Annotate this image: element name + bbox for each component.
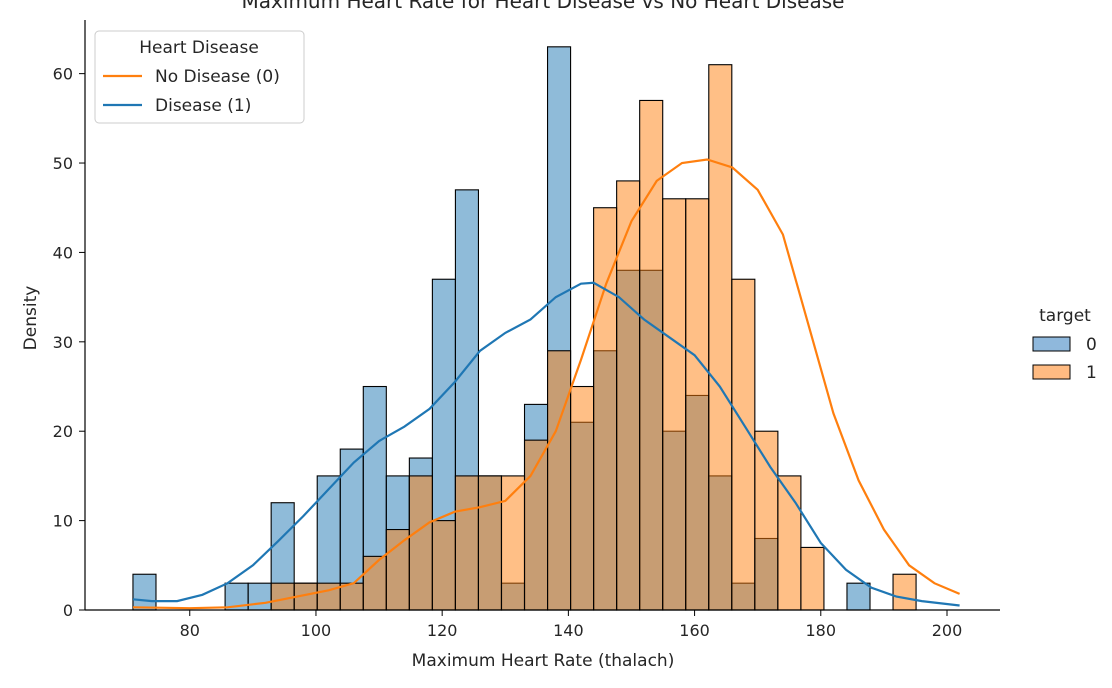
bar-1-11 <box>385 528 410 611</box>
legend-frame <box>94 30 305 124</box>
legend-title: target <box>1039 306 1091 326</box>
bar-1-14 <box>454 475 479 611</box>
x-tick-label: 200 <box>932 621 963 640</box>
y-tick-label: 40 <box>53 243 73 262</box>
kde-line-1 <box>132 281 960 607</box>
bar-1-6 <box>270 582 295 611</box>
x-tick-label: 160 <box>679 621 710 640</box>
bar-1-18 <box>546 350 572 611</box>
bar-1-27 <box>754 430 779 611</box>
y-tick-label: 60 <box>53 65 73 84</box>
bar-0-5 <box>247 582 272 611</box>
legend-entry-label: Disease (1) <box>155 96 251 116</box>
x-tick-label: 80 <box>180 621 200 640</box>
plot-area <box>132 46 961 611</box>
kde-line-0 <box>132 158 961 610</box>
legend-box-swatch <box>1032 364 1071 380</box>
legend-title: Heart Disease <box>139 38 259 58</box>
bar-1-28 <box>777 475 802 611</box>
legend-entry-label: No Disease (0) <box>155 67 280 87</box>
y-tick-label: 20 <box>53 422 73 441</box>
bar-1-21 <box>616 180 641 611</box>
bar-1-15 <box>477 475 503 611</box>
bar-1-12 <box>408 475 433 611</box>
bar-1-25 <box>708 64 733 611</box>
bar-1-29 <box>800 546 825 611</box>
x-tick-label: 100 <box>301 621 332 640</box>
y-tick-label: 0 <box>63 601 73 620</box>
bar-1-26 <box>731 278 756 611</box>
x-axis-label: Maximum Heart Rate (thalach) <box>412 651 675 671</box>
y-axis-label: Density <box>21 286 41 351</box>
legend-entry-label: 0 <box>1086 335 1097 355</box>
y-tick-label: 10 <box>53 512 73 531</box>
y-axis: 0 10 20 30 40 50 60 <box>53 20 86 620</box>
x-tick-label: 120 <box>427 621 458 640</box>
bar-1-13 <box>431 520 456 611</box>
legend-box-swatch <box>1032 336 1071 352</box>
legend-heart-disease: Heart Disease No Disease (0) Disease (1) <box>94 30 305 124</box>
bar-1-19 <box>570 385 595 611</box>
bar-1-16 <box>500 475 526 611</box>
y-tick-label: 30 <box>53 333 73 352</box>
bar-0-0 <box>132 573 157 611</box>
x-tick-label: 180 <box>806 621 837 640</box>
chart-title: Maximum Heart Rate for Heart Disease vs … <box>242 0 845 13</box>
bar-1-23 <box>662 198 687 611</box>
y-tick-label: 50 <box>53 154 73 173</box>
x-tick-label: 140 <box>553 621 584 640</box>
bar-1-24 <box>685 198 710 611</box>
bar-1-33 <box>892 573 917 611</box>
bar-0-31 <box>846 582 871 611</box>
x-axis: 80 100 120 140 160 180 200 <box>85 609 1000 640</box>
bar-1-22 <box>639 99 664 611</box>
legend-target: target 0 1 <box>1032 306 1097 383</box>
legend-entry-label: 1 <box>1086 363 1097 383</box>
bar-1-9 <box>339 582 364 611</box>
